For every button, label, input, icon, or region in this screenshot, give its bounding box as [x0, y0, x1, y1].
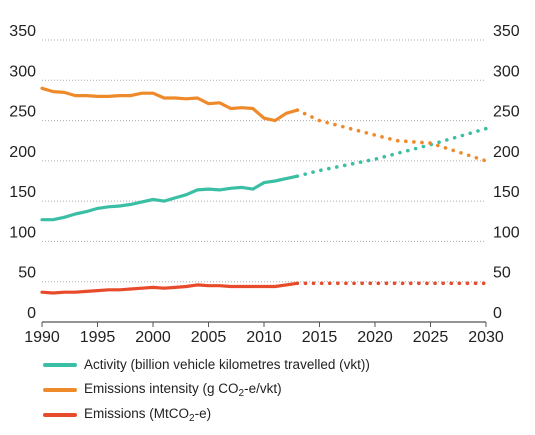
y-tick-left-300: 300 — [9, 63, 36, 80]
x-tick-1995: 1995 — [80, 329, 116, 346]
legend-label-activity: Activity (billion vehicle kilometres tra… — [84, 357, 370, 372]
series-line-2 — [40, 281, 299, 295]
x-tick-2030: 2030 — [468, 329, 504, 346]
x-tick-2010: 2010 — [246, 329, 282, 346]
series-line-1 — [40, 86, 299, 123]
y-tick-right-50: 50 — [493, 265, 511, 282]
y-tick-right-300: 300 — [493, 63, 520, 80]
y-tick-left-50: 50 — [18, 265, 36, 282]
x-tick-2000: 2000 — [135, 329, 171, 346]
y-tick-right-200: 200 — [493, 144, 520, 161]
gridlines — [42, 39, 486, 323]
y-axis-right: 0 50 100 150 200 250 300 350 — [493, 23, 520, 322]
x-tick-2020: 2020 — [357, 329, 393, 346]
y-tick-left-350: 350 — [9, 23, 36, 40]
series-layer — [40, 86, 488, 295]
x-axis: 1990 1995 2000 2005 2010 2015 2020 2025 2030 — [24, 322, 504, 346]
legend-swatch-activity — [43, 362, 77, 367]
y-tick-left-0: 0 — [27, 305, 36, 322]
y-tick-left-250: 250 — [9, 104, 36, 121]
legend-item-emissions: Emissions (MtCO2-e) — [43, 402, 370, 427]
x-tick-2015: 2015 — [302, 329, 338, 346]
y-axis-left: 0 50 100 150 200 250 300 350 — [9, 23, 36, 322]
x-tick-2025: 2025 — [413, 329, 449, 346]
x-tick-1990: 1990 — [24, 329, 60, 346]
y-tick-left-150: 150 — [9, 184, 36, 201]
legend-swatch-emissions-intensity — [43, 387, 77, 392]
y-tick-right-250: 250 — [493, 104, 520, 121]
series-line-0 — [40, 174, 299, 222]
y-tick-left-200: 200 — [9, 144, 36, 161]
series-projection-0 — [295, 126, 488, 178]
legend-label-emissions-intensity: Emissions intensity (g CO2-e/vkt) — [84, 380, 282, 399]
x-tick-2005: 2005 — [191, 329, 227, 346]
legend-item-emissions-intensity: Emissions intensity (g CO2-e/vkt) — [43, 377, 370, 402]
legend-label-emissions: Emissions (MtCO2-e) — [84, 405, 212, 424]
y-tick-right-0: 0 — [493, 305, 502, 322]
y-tick-right-100: 100 — [493, 224, 520, 241]
legend-item-activity: Activity (billion vehicle kilometres tra… — [43, 352, 370, 377]
line-chart: 0 50 100 150 200 250 300 350 0 50 100 150 200 250 300… — [9, 23, 520, 346]
y-tick-right-150: 150 — [493, 184, 520, 201]
y-tick-left-100: 100 — [9, 224, 36, 241]
y-tick-right-350: 350 — [493, 23, 520, 40]
legend: Activity (billion vehicle kilometres tra… — [43, 352, 370, 427]
legend-swatch-emissions — [43, 412, 77, 417]
